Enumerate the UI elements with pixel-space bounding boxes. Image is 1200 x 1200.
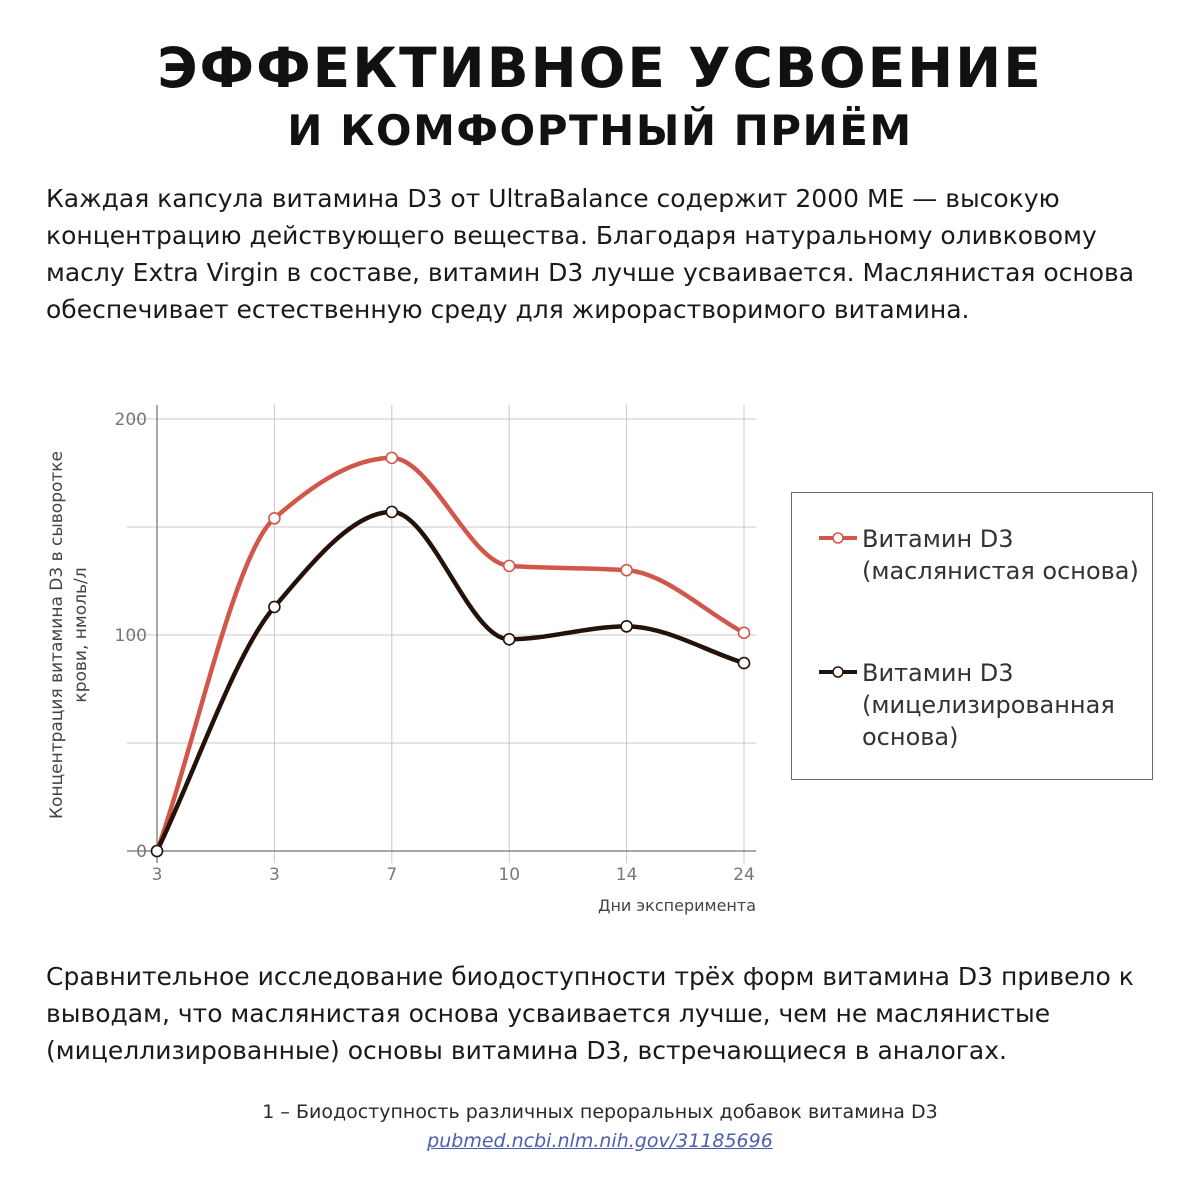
- chart-legend: Витамин D3 (маслянистая основа) Витамин …: [791, 492, 1153, 780]
- data-point-micellar: [502, 633, 516, 646]
- series-line-micellar: [154, 509, 747, 854]
- legend-marker-micellar-icon: [819, 666, 857, 678]
- conclusion-paragraph: Сравнительное исследование биодоступност…: [46, 962, 1134, 1065]
- intro-paragraph: Каждая капсула витамина D3 от UltraBalan…: [46, 184, 1135, 324]
- y-tick-label: 200: [115, 410, 147, 430]
- legend-item-oil: Витамин D3 (маслянистая основа): [818, 523, 1152, 587]
- x-tick-label: 3: [269, 865, 280, 885]
- x-tick-label: 7: [386, 865, 397, 885]
- data-point-oil: [385, 451, 399, 465]
- data-point-micellar: [737, 656, 751, 670]
- data-point-oil: [620, 563, 633, 577]
- data-point-micellar: [620, 620, 633, 633]
- x-tick-label: 14: [616, 865, 638, 885]
- footnote-text: 1 – Биодоступность различных пероральных…: [262, 1101, 938, 1123]
- y-tick-label: 0: [136, 842, 147, 862]
- headline-line-1: ЭФФЕКТИВНОЕ УСВОЕНИЕ: [157, 36, 1043, 100]
- y-tick-label: 100: [115, 626, 147, 646]
- x-axis-title: Дни эксперимента: [598, 896, 756, 915]
- x-tick-label: 3: [152, 865, 163, 885]
- x-tick-label: 24: [733, 865, 755, 885]
- data-point-micellar: [150, 844, 164, 858]
- legend-label-oil: Витамин D3 (маслянистая основа): [862, 525, 1139, 585]
- data-point-micellar: [385, 505, 399, 519]
- legend-label-micellar: Витамин D3 (мицелизированная основа): [862, 659, 1115, 751]
- data-point-oil: [268, 512, 281, 525]
- data-point-oil: [737, 626, 751, 640]
- chart: 0 100 200 3 3 7 10 14 24 Дни эксперимента Концентр…: [47, 405, 756, 915]
- legend-marker-oil-icon: [819, 532, 857, 544]
- data-point-oil: [502, 559, 516, 573]
- data-point-micellar: [268, 600, 281, 614]
- source-link[interactable]: pubmed.ncbi.nlm.nih.gov/31185696: [427, 1130, 773, 1152]
- y-axis-title: Концентрация витамина D3 в сыворотке кров…: [47, 451, 91, 819]
- headline-line-2: И КОМФОРТНЫЙ ПРИЁМ: [287, 106, 913, 155]
- headline: ЭФФЕКТИВНОЕ УСВОЕНИЕ И КОМФОРТНЫЙ ПРИЁМ: [0, 34, 1200, 160]
- footnote: 1 – Биодоступность различных пероральных…: [0, 1098, 1200, 1156]
- legend-item-micellar: Витамин D3 (мицелизированная основа): [818, 657, 1152, 753]
- x-tick-label: 10: [498, 865, 520, 885]
